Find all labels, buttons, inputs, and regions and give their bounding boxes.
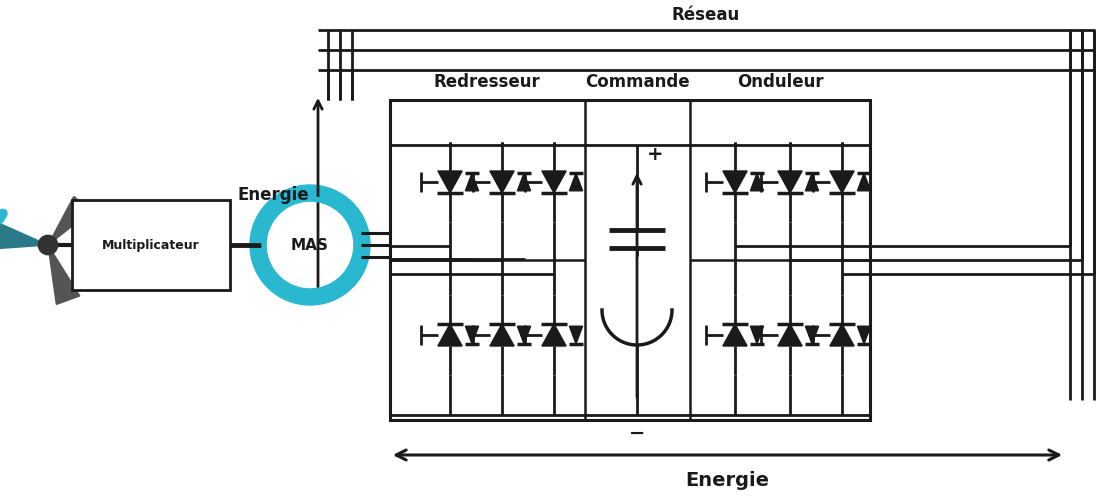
Polygon shape — [778, 171, 802, 193]
Polygon shape — [778, 324, 802, 346]
Polygon shape — [48, 196, 92, 245]
Text: −: − — [628, 424, 645, 442]
Polygon shape — [830, 324, 854, 346]
Polygon shape — [465, 173, 479, 191]
Text: +: + — [647, 145, 663, 165]
Polygon shape — [518, 326, 530, 344]
Text: Energie: Energie — [685, 471, 769, 490]
Polygon shape — [465, 326, 479, 344]
Polygon shape — [750, 173, 763, 191]
Polygon shape — [857, 173, 870, 191]
Text: Onduleur: Onduleur — [737, 73, 824, 91]
Polygon shape — [723, 324, 747, 346]
Text: Energie: Energie — [238, 186, 309, 204]
Text: Commande: Commande — [585, 73, 690, 91]
Polygon shape — [518, 173, 530, 191]
Polygon shape — [830, 171, 854, 193]
Polygon shape — [569, 326, 583, 344]
Text: Redresseur: Redresseur — [434, 73, 540, 91]
Polygon shape — [48, 245, 80, 305]
Circle shape — [250, 185, 371, 305]
Polygon shape — [542, 171, 566, 193]
Text: Réseau: Réseau — [672, 6, 740, 24]
Bar — [73, 200, 230, 290]
Circle shape — [39, 236, 57, 254]
Text: MAS: MAS — [291, 238, 329, 252]
Polygon shape — [437, 171, 462, 193]
Polygon shape — [857, 326, 870, 344]
Polygon shape — [542, 324, 566, 346]
Polygon shape — [490, 171, 514, 193]
Polygon shape — [0, 223, 48, 249]
Polygon shape — [490, 324, 514, 346]
Polygon shape — [723, 171, 747, 193]
Polygon shape — [569, 173, 583, 191]
Bar — [389, 100, 870, 420]
Polygon shape — [750, 326, 763, 344]
Polygon shape — [437, 324, 462, 346]
Polygon shape — [806, 173, 819, 191]
Text: Multiplicateur: Multiplicateur — [103, 239, 200, 251]
Circle shape — [264, 199, 356, 291]
Polygon shape — [806, 326, 819, 344]
